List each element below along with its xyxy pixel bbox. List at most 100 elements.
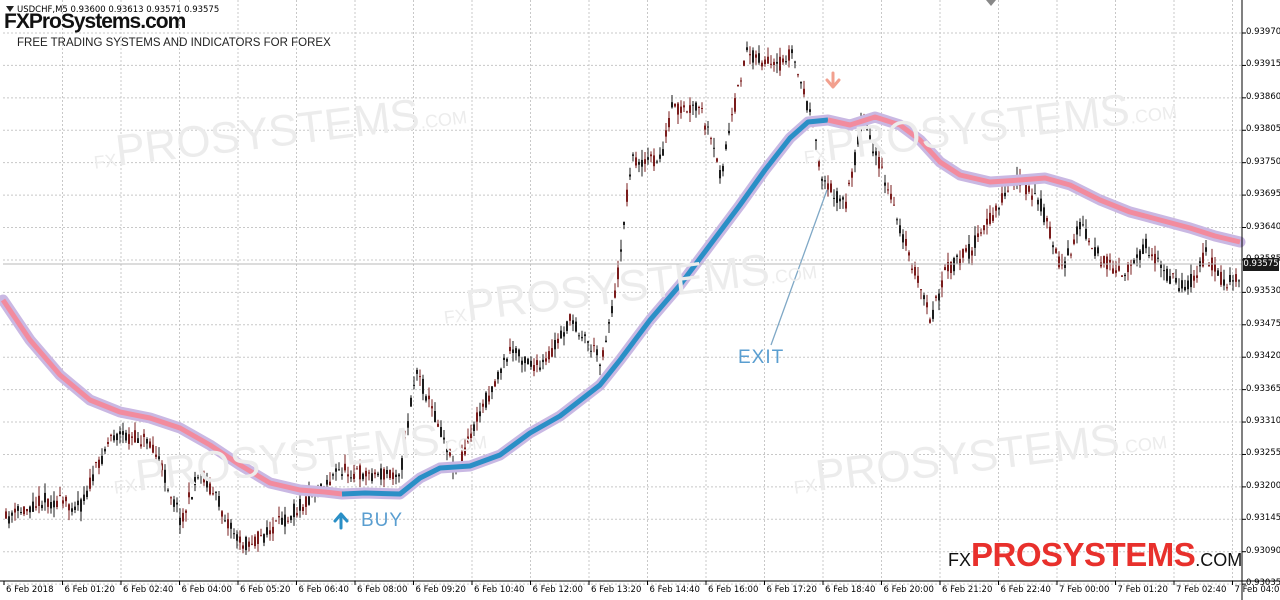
- candle: [1160, 260, 1162, 278]
- candle: [965, 244, 967, 253]
- time-axis-label: 6 Feb 22:40: [1000, 585, 1051, 595]
- time-axis-label: 6 Feb 06:40: [298, 585, 349, 595]
- candle: [497, 370, 499, 384]
- candle: [1040, 190, 1042, 216]
- candle: [197, 474, 199, 480]
- price-axis-label: 0.93255: [1246, 448, 1280, 459]
- candle: [983, 225, 985, 235]
- candle: [818, 157, 820, 171]
- candle: [527, 358, 529, 365]
- price-axis-label: 0.93145: [1246, 513, 1280, 524]
- candle: [764, 56, 766, 67]
- candle: [1142, 238, 1144, 255]
- candle: [836, 187, 838, 212]
- candle: [815, 138, 817, 151]
- candle: [899, 218, 901, 237]
- candle: [974, 226, 976, 256]
- candle: [1232, 274, 1234, 291]
- candle: [626, 183, 628, 207]
- candle: [998, 206, 1000, 216]
- candle: [212, 486, 214, 496]
- candle: [404, 430, 406, 449]
- candle: [734, 93, 736, 114]
- candle: [74, 501, 76, 514]
- candle: [1031, 188, 1033, 207]
- candle: [296, 507, 298, 518]
- time-axis-label: 6 Feb 2018: [6, 585, 54, 595]
- candle: [1076, 220, 1078, 244]
- candle: [905, 230, 907, 251]
- candle: [644, 152, 646, 172]
- candle: [257, 530, 259, 552]
- candle: [1004, 185, 1006, 200]
- candle: [395, 469, 397, 485]
- candle: [758, 45, 760, 65]
- candle: [605, 335, 607, 343]
- candle: [500, 367, 502, 380]
- candle: [1124, 273, 1126, 281]
- candle: [539, 360, 541, 372]
- candle: [341, 467, 343, 480]
- candle: [482, 399, 484, 413]
- candle: [890, 185, 892, 204]
- price-axis-label: 0.93750: [1246, 156, 1280, 167]
- buy-signal-label: BUY: [361, 510, 404, 531]
- candle: [5, 508, 7, 519]
- candle: [875, 147, 877, 166]
- collapse-triangle-icon[interactable]: [6, 6, 14, 12]
- candle: [1223, 269, 1225, 291]
- candle: [881, 157, 883, 169]
- time-axis-label: 6 Feb 01:20: [64, 585, 115, 595]
- candle: [821, 176, 823, 190]
- time-axis-label: 6 Feb 05:20: [240, 585, 291, 595]
- candle: [437, 419, 439, 428]
- price-axis-label: 0.93915: [1246, 59, 1280, 70]
- candle: [434, 402, 436, 423]
- candle: [680, 100, 682, 119]
- candle: [578, 332, 580, 340]
- candle: [587, 340, 589, 352]
- price-axis-label: 0.93475: [1246, 318, 1280, 329]
- time-axis-label: 6 Feb 21:20: [942, 585, 993, 595]
- candle: [1202, 243, 1204, 268]
- time-axis-label: 6 Feb 14:40: [649, 585, 700, 595]
- candle: [89, 468, 91, 492]
- candle: [1148, 246, 1150, 259]
- candle: [887, 182, 889, 195]
- time-axis-label: 6 Feb 02:40: [123, 585, 174, 595]
- candle: [473, 421, 475, 437]
- candle: [68, 503, 70, 521]
- candle: [1220, 265, 1222, 287]
- candle: [563, 326, 565, 346]
- candle: [428, 387, 430, 408]
- candle: [86, 485, 88, 500]
- time-axis-label: 7 Feb 00:00: [1059, 585, 1110, 595]
- candle: [1079, 218, 1081, 237]
- candle: [38, 486, 40, 514]
- candle: [617, 260, 619, 288]
- candle: [110, 433, 112, 442]
- candle: [1127, 261, 1129, 281]
- candle: [650, 151, 652, 163]
- candle: [536, 354, 538, 373]
- candle: [611, 299, 613, 317]
- candle: [1100, 256, 1102, 269]
- candle: [884, 174, 886, 194]
- candle: [287, 516, 289, 524]
- logo-main: PROSYSTEMS: [971, 536, 1196, 573]
- candle: [941, 271, 943, 298]
- candle: [584, 331, 586, 344]
- chart-shift-marker-icon[interactable]: [986, 0, 996, 6]
- candle: [932, 301, 934, 322]
- candle: [1196, 265, 1198, 283]
- candle: [350, 470, 352, 482]
- candle: [494, 379, 496, 388]
- candle: [581, 330, 583, 342]
- candle: [1064, 256, 1066, 277]
- candle: [449, 448, 451, 458]
- candle: [755, 50, 757, 65]
- candle: [800, 81, 802, 89]
- candle: [56, 495, 58, 510]
